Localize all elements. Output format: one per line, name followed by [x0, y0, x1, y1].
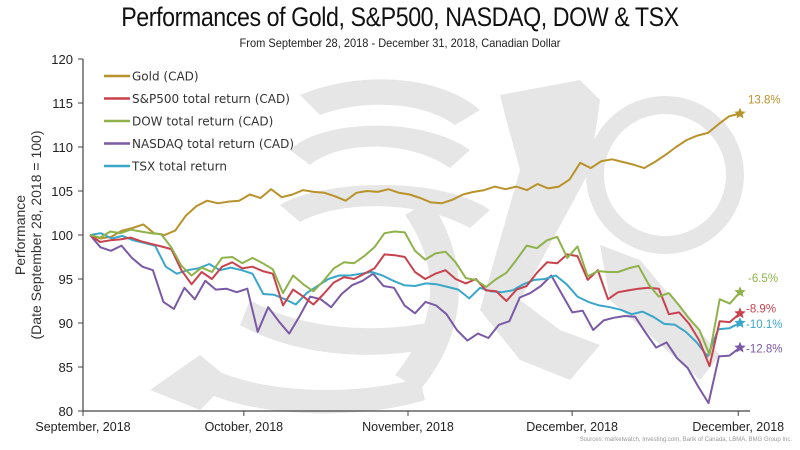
source-note: Sources: marketwatch, Investing.com, Ban… — [579, 437, 792, 443]
y-axis-label: Performance (Date September 28, 2018 = 10… — [12, 131, 44, 340]
end-star-tsx-total-return — [734, 317, 746, 328]
x-tick-label: September, 2018 — [35, 420, 130, 434]
end-star-nasdaq-total-return-cad — [734, 341, 746, 353]
x-tick-label: October, 2018 — [205, 420, 284, 434]
y-axis-ticks: 80 85 90 95 100 105 110 115 120 — [51, 52, 83, 419]
y-axis-label-line: (Date September 28, 2018 = 100) — [28, 131, 44, 340]
end-label-gold-cad: 13.8% — [748, 95, 781, 107]
watermark-logo — [150, 79, 744, 414]
legend: Gold (CAD) S&P500 total return (CAD) DOW t… — [104, 70, 294, 174]
y-tick-label: 80 — [59, 404, 73, 419]
legend-label-tsx-total-return: TSX total return — [131, 160, 227, 174]
end-label-tsx-total-return: -10.1% — [746, 319, 782, 331]
legend-label-gold-cad: Gold (CAD) — [132, 70, 199, 84]
y-tick-label: 105 — [51, 184, 73, 199]
end-markers: 13.8% -12.8% -10.1% -8.9% -6.5% — [734, 95, 782, 356]
chart-title: Performances of Gold, S&P500, NASDAQ, DO… — [121, 2, 679, 32]
series-line-gold-cad — [89, 112, 741, 240]
y-axis-label-line: Performance — [12, 195, 28, 275]
legend-label-nasdaq-total-return-cad: NASDAQ total return (CAD) — [132, 137, 294, 151]
x-tick-label: December, 2018 — [692, 420, 784, 434]
x-tick-label: November, 2018 — [362, 420, 454, 434]
series-line-tsx-total-return — [89, 232, 741, 358]
end-star-dow-total-return-cad — [734, 286, 746, 298]
x-axis-ticks: September, 2018 October, 2018 November, 20… — [35, 411, 784, 434]
series-line-nasdaq-total-return-cad — [89, 234, 741, 405]
end-label-dow-total-return-cad: -6.5% — [748, 273, 778, 285]
x-tick-label: December, 2018 — [526, 420, 618, 434]
y-tick-label: 100 — [51, 228, 73, 243]
y-tick-label: 90 — [59, 316, 73, 331]
series-lines — [89, 112, 741, 405]
end-star-s-p500-total-return-cad — [734, 307, 746, 319]
end-label-nasdaq-total-return-cad: -12.8% — [746, 344, 782, 356]
y-tick-label: 115 — [52, 96, 73, 111]
y-tick-label: 110 — [52, 140, 73, 155]
y-tick-label: 85 — [59, 360, 73, 375]
legend-label-dow-total-return-cad: DOW total return (CAD) — [132, 115, 273, 129]
y-tick-label: 120 — [51, 52, 73, 67]
end-star-gold-cad — [734, 107, 746, 119]
end-label-s-p500-total-return-cad: -8.9% — [746, 303, 776, 315]
y-tick-label: 95 — [59, 272, 73, 287]
series-line-dow-total-return-cad — [89, 228, 741, 356]
chart-subtitle: From September 28, 2018 - December 31, 2… — [239, 36, 561, 50]
legend-label-s-p500-total-return-cad: S&P500 total return (CAD) — [132, 92, 290, 106]
series-line-s-p500-total-return-cad — [89, 234, 741, 368]
